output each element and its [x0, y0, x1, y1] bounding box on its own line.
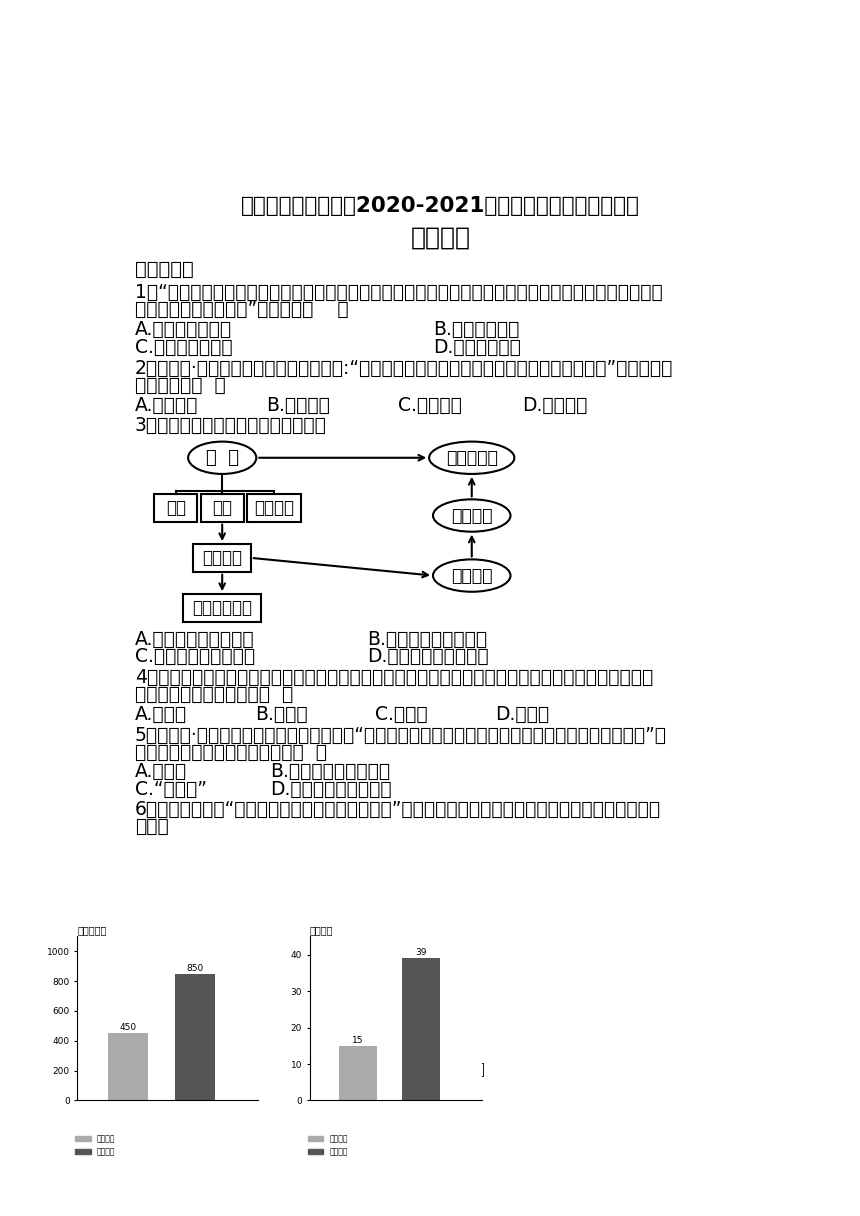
Text: C.州县制: C.州县制 [375, 705, 427, 724]
Text: 御史大夫: 御史大夫 [254, 499, 294, 517]
Text: 6．如图反映的是“西汉初期中央和封国力量的对比”。读图分析统治者采取什么措施解决了图中反映的社: 6．如图反映的是“西汉初期中央和封国力量的对比”。读图分析统治者采取什么措施解决… [135, 800, 660, 820]
Text: 15: 15 [352, 1036, 364, 1045]
Text: 会问题: 会问题 [135, 817, 169, 837]
Text: C.有教无类: C.有教无类 [398, 396, 462, 415]
Text: 最高统治者: 最高统治者 [445, 449, 498, 467]
Text: 地方政府: 地方政府 [451, 567, 493, 585]
Text: A.丞相制: A.丞相制 [135, 705, 187, 724]
Text: 4．我国的地方行政制度，自秦朝以来，逐渐发展和完善。下列哪一制度的实行，开创了此后我国历代王: 4．我国的地方行政制度，自秦朝以来，逐渐发展和完善。下列哪一制度的实行，开创了此… [135, 668, 653, 687]
Bar [339, 1046, 377, 1100]
Text: 单位：个: 单位：个 [310, 925, 333, 935]
Text: B.以德治国: B.以德治国 [267, 396, 330, 415]
Text: D.行省制: D.行省制 [495, 705, 550, 724]
Text: 3．下图反映出秦朝政治制度的特点是: 3．下图反映出秦朝政治制度的特点是 [135, 416, 327, 435]
Text: C.分封制得到巩固: C.分封制得到巩固 [135, 338, 232, 356]
Text: 皇  帝: 皇 帝 [206, 449, 239, 467]
Text: 试卷第1页，总6页: 试卷第1页，总6页 [396, 1060, 485, 1076]
Text: 朝地方行政的基本模式？（  ）: 朝地方行政的基本模式？（ ） [135, 685, 293, 704]
Text: C.权分三省，制约平衡: C.权分三省，制约平衡 [135, 647, 255, 666]
Text: 历史试题: 历史试题 [411, 225, 470, 249]
Text: D.盐铁官营，统一铸币: D.盐铁官营，统一铸币 [270, 779, 392, 799]
Text: 才能左右当时的政局。”这反映了（    ）: 才能左右当时的政局。”这反映了（ ） [135, 300, 348, 319]
Text: 2．《论语·为政》中记载某思想家的言论:“为政以德，譬如北辰，居其所而众星共（拱）之。”这体现了该: 2．《论语·为政》中记载某思想家的言论:“为政以德，譬如北辰，居其所而众星共（拱… [135, 359, 673, 378]
Text: B.中央集权，皇权至上: B.中央集权，皇权至上 [367, 630, 488, 648]
Text: 思想家主张（  ）: 思想家主张（ ） [135, 376, 225, 395]
Legend: 中央郡数, 封国郡数: 中央郡数, 封国郡数 [304, 1131, 351, 1159]
Text: A.层层分封，权位世袭: A.层层分封，权位世袭 [135, 630, 255, 648]
Text: 850: 850 [186, 963, 204, 973]
Text: A.郡县制: A.郡县制 [135, 762, 187, 781]
Text: D.以法治国: D.以法治国 [522, 396, 587, 415]
Text: D.重文轻武，削弱相权: D.重文轻武，削弱相权 [367, 647, 488, 666]
Bar [402, 958, 440, 1100]
Text: A.罢黜百家，独尊儒术: A.罢黜百家，独尊儒术 [135, 986, 255, 1006]
Text: 39: 39 [415, 948, 427, 957]
Text: 丞相: 丞相 [212, 499, 232, 517]
Bar [175, 974, 215, 1100]
Text: 单位：万人: 单位：万人 [77, 925, 107, 935]
Text: 县（令或长）: 县（令或长） [192, 599, 252, 617]
Text: A.周王室势力大减: A.周王室势力大减 [135, 320, 231, 339]
Legend: 中央人口, 封国人口: 中央人口, 封国人口 [72, 1131, 118, 1159]
Text: 5．《汉书·食货志》记载，西汉刚建立时，“民失作业，而大饥馑。凡米石五千，人相食，死者过半。”针: 5．《汉书·食货志》记载，西汉刚建立时，“民失作业，而大饥馑。凡米石五千，人相食… [135, 726, 666, 744]
Text: 一、选择题: 一、选择题 [135, 260, 194, 278]
Text: D.周朝政局稳定: D.周朝政局稳定 [433, 338, 521, 356]
Text: A.无为而治: A.无为而治 [135, 396, 198, 415]
Text: 对这种状况，汉初统治者实行了（  ）: 对这种状况，汉初统治者实行了（ ） [135, 743, 327, 761]
Text: 太尉: 太尉 [166, 499, 186, 517]
Text: 450: 450 [120, 1024, 137, 1032]
Text: 中央政府: 中央政府 [451, 507, 493, 524]
Text: 郡（守）: 郡（守） [202, 548, 243, 567]
Text: B.周朝即将灭亡: B.周朝即将灭亡 [433, 320, 519, 339]
Text: 1．“当时（春秋时期）的大小国家，在名义上都承认周王的共主地位，但周王的实权早已消灭，只有霸主: 1．“当时（春秋时期）的大小国家，在名义上都承认周王的共主地位，但周王的实权早已… [135, 283, 662, 302]
Bar [108, 1034, 148, 1100]
Text: B.郡县制: B.郡县制 [255, 705, 307, 724]
Text: B.休养生息，轻徭薄赋: B.休养生息，轻徭薄赋 [270, 762, 390, 781]
Text: C.“推恩令”: C.“推恩令” [135, 779, 206, 799]
Text: 江西省赣州市石城县2020-2021学年七年级上学期期末考试: 江西省赣州市石城县2020-2021学年七年级上学期期末考试 [242, 196, 640, 216]
